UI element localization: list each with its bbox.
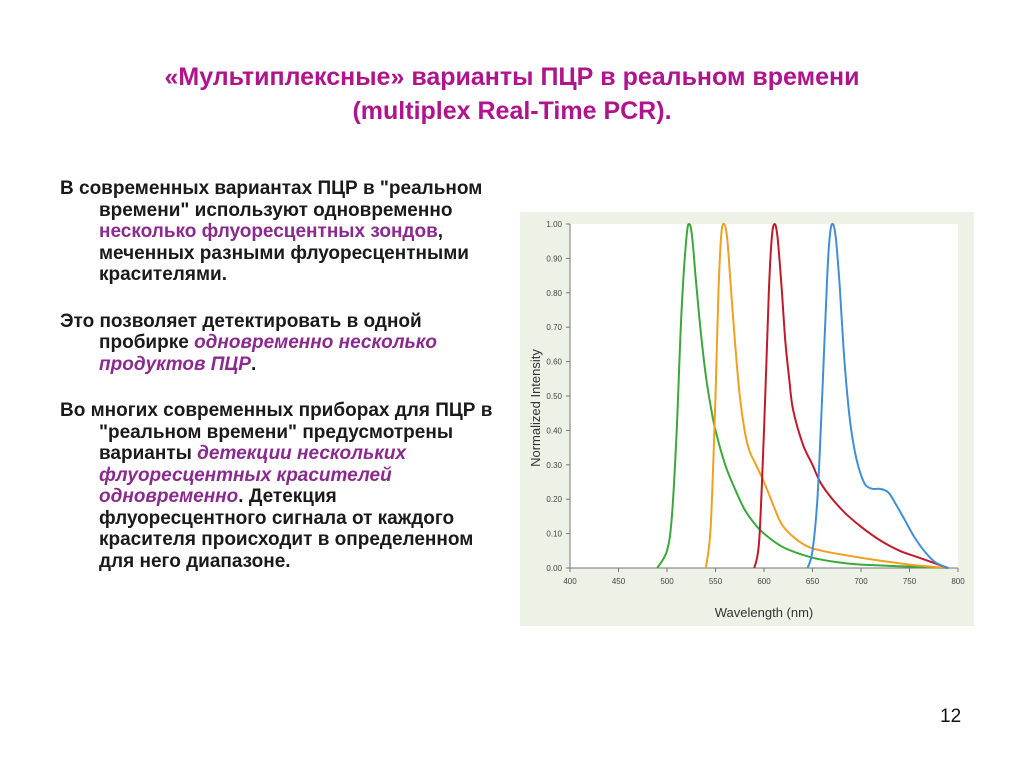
spectrum-line-3 — [753, 223, 949, 569]
y-tick-label: 0.50 — [546, 392, 562, 401]
y-tick-label: 0.60 — [546, 358, 562, 367]
y-tick-label: 0.00 — [546, 564, 562, 573]
x-tick-label: 600 — [757, 577, 771, 586]
y-tick-label: 0.40 — [546, 426, 562, 435]
chart-svg: 0.00 0.10 0.20 0.30 0.40 0.50 0.60 0.70 0.80 0.90… — [528, 220, 965, 620]
paragraph-3-tail: . Детекция флуоресцентного сигнала от ка… — [99, 486, 474, 572]
x-axis-label: Wavelength (nm) — [715, 605, 814, 620]
spectrum-line-4 — [806, 222, 949, 569]
y-axis-label: Normalized Intensity — [528, 349, 543, 467]
x-tick-label: 400 — [563, 577, 577, 586]
slide-title-line-2: (multiplex Real-Time PCR). — [352, 97, 672, 125]
paragraph-2: Это позволяет детектировать в одной проб… — [60, 311, 500, 376]
paragraph-1-tail: , меченных разными флуоресцентными краси… — [99, 221, 469, 285]
paragraph-1: В современных вариантах ПЦР в "реальном … — [60, 178, 500, 286]
x-tick-label: 500 — [660, 577, 674, 586]
y-tick-label: 1.00 — [546, 220, 562, 229]
y-tick-label: 0.10 — [546, 530, 562, 539]
body-text: В современных вариантах ПЦР в "реальном … — [60, 178, 500, 597]
paragraph-3-highlight: детекции нескольких флуоресцентных краси… — [99, 443, 407, 507]
y-tick-label: 0.90 — [546, 254, 562, 263]
x-tick-label: 450 — [612, 577, 626, 586]
y-tick-label: 0.70 — [546, 323, 562, 332]
spectrum-line-1 — [656, 222, 949, 569]
x-tick-label: 650 — [806, 577, 820, 586]
paragraph-1-highlight: несколько флуоресцентных зондов — [99, 221, 438, 242]
y-tick-label: 0.30 — [546, 461, 562, 470]
y-tick-label: 0.20 — [546, 495, 562, 504]
paragraph-2-text: Это позволяет детектировать в одной проб… — [60, 310, 422, 354]
slide-title-line-1: «Мультиплексные» варианты ПЦР в реальном… — [164, 63, 860, 91]
paragraph-3-text: Во многих современных приборах для ПЦР в… — [60, 400, 493, 464]
x-tick-label: 550 — [709, 577, 723, 586]
paragraph-3: Во многих современных приборах для ПЦР в… — [60, 400, 500, 572]
slide-title: «Мультиплексные» варианты ПЦР в реальном… — [60, 60, 964, 128]
x-tick-label: 700 — [854, 577, 868, 586]
emission-spectra-chart: 0.00 0.10 0.20 0.30 0.40 0.50 0.60 0.70 0.80 0.90… — [520, 212, 974, 626]
page-number: 12 — [940, 706, 962, 727]
paragraph-2-tail: . — [250, 353, 257, 375]
x-tick-label: 800 — [951, 577, 965, 586]
paragraph-1-text: В современных вариантах ПЦР в "реальном … — [60, 178, 483, 221]
plot-area — [570, 224, 958, 568]
x-tick-label: 750 — [903, 577, 917, 586]
paragraph-2-highlight: одновременно несколько продуктов ПЦР — [99, 332, 438, 375]
y-tick-label: 0.80 — [546, 289, 562, 298]
